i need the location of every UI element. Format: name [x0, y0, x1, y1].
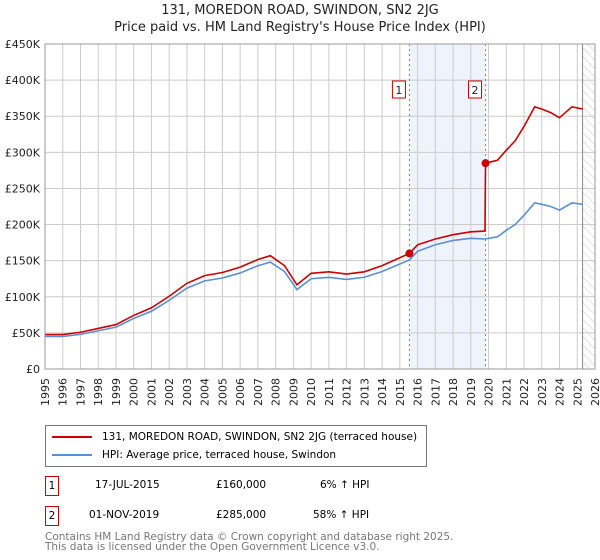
x-tick-label: 1996	[57, 378, 70, 406]
x-tick-label: 2021	[500, 378, 513, 406]
x-tick-label: 2001	[145, 378, 158, 406]
x-tick-label: 2013	[358, 378, 371, 406]
x-tick-label: 2005	[216, 378, 229, 406]
hpi-line	[45, 202, 583, 338]
transaction-price: £160,000	[216, 479, 267, 491]
x-tick-label: 2006	[234, 378, 247, 406]
legend-swatch-hpi	[52, 454, 92, 456]
x-tick-label: 2022	[518, 378, 531, 406]
y-tick-label: £400K	[5, 74, 41, 87]
y-tick-label: £150K	[5, 255, 41, 268]
x-tick-label: 2015	[394, 378, 407, 406]
x-tick-label: 2012	[341, 378, 354, 406]
legend-swatch-property	[52, 436, 92, 438]
x-tick-label: 2014	[376, 378, 389, 406]
x-tick-label: 2009	[287, 378, 300, 406]
y-tick-label: £100K	[5, 291, 41, 304]
sale-point	[481, 159, 490, 168]
sale-badge	[468, 80, 483, 99]
x-tick-label: 2010	[305, 378, 318, 406]
transaction-badge: 1	[45, 476, 59, 496]
sale-badge-label: 2	[472, 84, 479, 97]
y-tick-label: £350K	[5, 110, 41, 123]
sale-point	[405, 249, 414, 258]
sale-badge-label: 1	[395, 84, 402, 97]
x-tick-label: 2023	[536, 378, 549, 406]
x-tick-label: 2000	[128, 378, 141, 406]
legend-label-hpi: HPI: Average price, terraced house, Swin…	[102, 449, 337, 461]
y-tick-label: £450K	[5, 38, 41, 51]
x-tick-label: 2002	[163, 378, 176, 406]
legend: 131, MOREDON ROAD, SWINDON, SN2 2JG (ter…	[45, 425, 427, 467]
x-tick-label: 2011	[323, 378, 336, 406]
x-tick-label: 2008	[270, 378, 283, 406]
x-tick-label: 1995	[39, 378, 52, 406]
x-tick-label: 2017	[429, 378, 442, 406]
transaction-price: £285,000	[216, 509, 267, 521]
x-tick-label: 2019	[465, 378, 478, 406]
transaction-date: 17-JUL-2015	[95, 479, 160, 491]
transaction-hpi: 58% ↑ HPI	[313, 509, 370, 521]
x-tick-label: 2018	[447, 378, 460, 406]
y-tick-label: £0	[26, 363, 40, 376]
x-tick-label: 2007	[252, 378, 265, 406]
x-tick-label: 1997	[74, 378, 87, 406]
chart-subtitle: Price paid vs. HM Land Registry's House …	[114, 20, 486, 35]
footer-line: Contains HM Land Registry data © Crown c…	[45, 531, 454, 543]
transaction-badge: 2	[45, 506, 59, 526]
x-tick-label: 2020	[483, 378, 496, 406]
x-tick-label: 2024	[554, 378, 567, 406]
x-tick-label: 2025	[571, 378, 584, 406]
plot-frame	[44, 43, 596, 370]
footer-note: Contains HM Land Registry data © Crown c…	[45, 531, 454, 553]
x-tick-label: 2003	[181, 378, 194, 406]
plot-area: 1995 1996 1997 1998 1999 2000 2001 2002 2003 2004…	[5, 38, 600, 406]
y-tick-label: £300K	[5, 146, 41, 159]
y-tick-label: £200K	[5, 219, 41, 232]
y-tick-label: £250K	[5, 182, 41, 195]
property-price-line	[45, 105, 583, 336]
x-tick-label: 2004	[199, 378, 212, 406]
sale-badge	[391, 80, 406, 99]
legend-label-property: 131, MOREDON ROAD, SWINDON, SN2 2JG (ter…	[102, 431, 418, 443]
transaction-date: 01-NOV-2019	[89, 509, 160, 521]
y-tick-label: £50K	[12, 327, 41, 340]
x-tick-label: 1998	[92, 378, 105, 406]
x-tick-label: 2026	[589, 378, 600, 406]
footer-line: This data is licensed under the Open Gov…	[45, 541, 380, 553]
x-tick-label: 2016	[412, 378, 425, 406]
future-hatch	[582, 44, 595, 369]
chart-title: 131, MOREDON ROAD, SWINDON, SN2 2JG	[161, 3, 439, 18]
x-tick-label: 1999	[110, 378, 123, 406]
transaction-hpi: 6% ↑ HPI	[320, 479, 370, 491]
